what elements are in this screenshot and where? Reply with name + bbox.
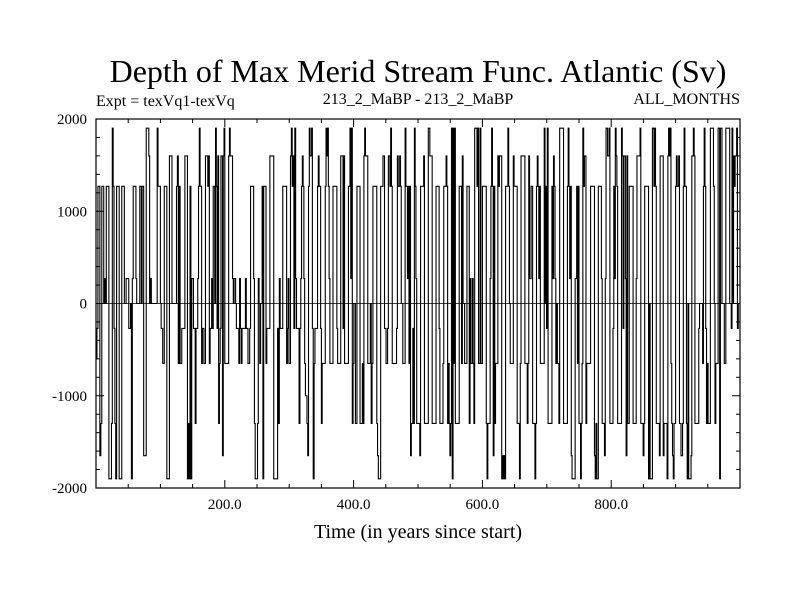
chart-title: Depth of Max Merid Stream Func. Atlantic…: [110, 53, 727, 89]
x-axis: 200.0 400.0 600.0 800.0: [127, 119, 709, 513]
series-line: [96, 127, 740, 480]
x-tick-label: 800.0: [594, 497, 628, 513]
y-tick-label: 1000: [57, 204, 87, 220]
plot-area: [96, 127, 740, 480]
y-tick-label: -2000: [52, 481, 87, 497]
x-axis-label: Time (in years since start): [314, 521, 522, 543]
y-tick-label: -1000: [52, 389, 87, 405]
x-tick-label: 600.0: [466, 497, 500, 513]
y-axis: -2000 -1000 0 1000 2000: [52, 112, 740, 497]
y-tick-label: 2000: [57, 112, 87, 128]
subtitle-months: ALL_MONTHS: [633, 91, 740, 108]
x-tick-label: 400.0: [337, 497, 371, 513]
x-tick-label: 200.0: [208, 497, 242, 513]
subtitle-run: 213_2_MaBP - 213_2_MaBP: [323, 91, 514, 108]
subtitle-experiment: Expt = texVq1-texVq: [96, 93, 235, 110]
y-tick-label: 0: [80, 297, 88, 313]
